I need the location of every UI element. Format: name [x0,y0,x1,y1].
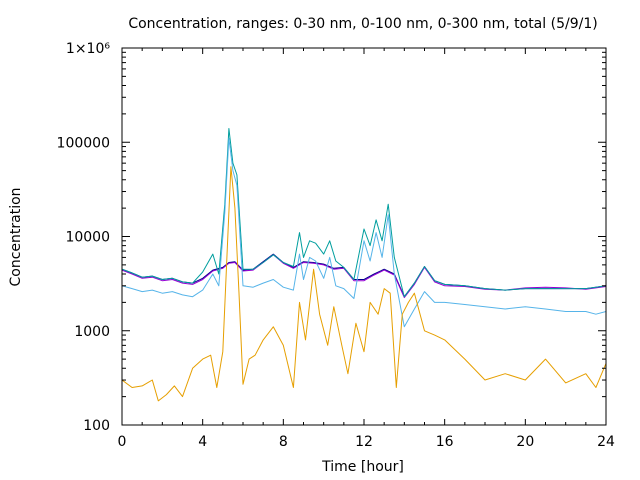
y-tick-label: 1000 [74,324,110,340]
x-tick-label: 20 [516,434,534,450]
y-tick-label: 10000 [65,230,110,246]
x-tick-label: 0 [118,434,127,450]
series-line-3 [121,128,607,298]
ticks-layer: 0 4 8 12 16 20 24 100 1000 10000 100000 1×10⁶ [57,41,615,450]
y-tick-label: 100 [83,418,110,434]
series-line-4 [121,137,607,328]
series-line-2 [121,254,607,299]
x-axis-label: Time [hour] [321,459,404,475]
x-tick-label: 8 [279,434,288,450]
plot-frame [121,47,607,426]
y-tick-label: 100000 [57,135,110,151]
x-tick-label: 4 [198,434,207,450]
chart-title: Concentration, ranges: 0-30 nm, 0-100 nm… [128,16,597,32]
series-layer [121,128,607,402]
y-tick-label: 1×10⁶ [66,41,110,57]
series-line-5 [121,166,607,402]
x-tick-label: 12 [355,434,373,450]
x-tick-label: 24 [597,434,615,450]
y-axis-label: Concentration [8,187,24,286]
x-tick-label: 16 [436,434,454,450]
